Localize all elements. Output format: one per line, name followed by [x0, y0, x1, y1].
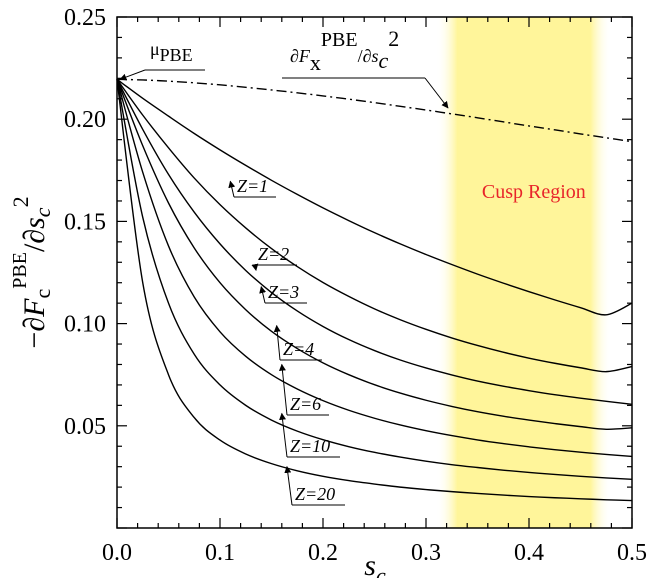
x-tick-label: 0.5: [617, 540, 647, 566]
y-title-s-sub: c: [30, 207, 55, 217]
fx-pbe-arrow: [424, 77, 449, 109]
x-tick-label: 0.0: [102, 540, 132, 566]
x-tick-label: 0.1: [205, 540, 235, 566]
z-label: Z=1: [237, 176, 268, 196]
z-label: Z=6: [290, 394, 321, 414]
y-title-slash-partial: /∂: [18, 229, 51, 252]
z-label: Z=20: [295, 484, 335, 504]
series-line-z-4: [116, 79, 633, 430]
mu-pbe-label: μPBE: [150, 39, 193, 65]
z-label: Z=2: [258, 244, 289, 264]
y-title-s: s: [18, 217, 51, 229]
series-line-z-1: [116, 78, 633, 316]
cusp-region-band: [436, 17, 612, 528]
y-title-F: F: [18, 298, 51, 318]
z-label-arrow: [279, 412, 288, 458]
z-label-arrow: [284, 465, 293, 506]
mu-pbe-arrow: [119, 69, 146, 81]
z-label-arrow: [251, 263, 259, 272]
cusp-region-label: Cusp Region: [482, 181, 586, 203]
mu-pbe-mu: μ: [150, 39, 160, 59]
series-line-fx-pbe: [116, 78, 633, 143]
series-line-z-10: [116, 79, 633, 481]
y-axis-ticks: 0.05 0.10 0.15 0.20 0.25: [64, 5, 632, 529]
y-tick-label: 0.20: [64, 107, 106, 133]
x-axis-title-sub: c: [376, 563, 386, 578]
data-series-group: [116, 78, 633, 502]
y-tick-label: 0.10: [64, 312, 106, 338]
x-axis-ticks: 0.0 0.1 0.2 0.3 0.4 0.5: [102, 17, 647, 566]
z-label-arrow: [278, 363, 288, 416]
series-line-z-3: [116, 79, 633, 406]
series-line-z-6: [116, 79, 633, 458]
mu-pbe-sub: PBE: [160, 45, 193, 65]
y-tick-label: 0.05: [64, 414, 106, 440]
x-tick-label: 0.2: [308, 540, 338, 566]
plot-frame: [116, 16, 633, 529]
x-axis-title: sc: [364, 549, 386, 578]
z-label-arrow: [259, 286, 267, 304]
fx-pbe-label: ∂FxPBE/∂sc2: [290, 26, 399, 75]
x-axis-title-s: s: [364, 549, 376, 578]
y-title-sup: PBE: [9, 252, 31, 289]
z-label-arrow: [228, 180, 236, 198]
y-title-sub: c: [30, 289, 55, 299]
y-title-s-sup: 2: [8, 196, 33, 207]
y-tick-label: 0.15: [64, 209, 106, 235]
y-axis-title: −∂FcPBE/∂sc2: [8, 196, 55, 348]
z-label: Z=10: [290, 436, 330, 456]
series-line-z-20: [116, 79, 633, 502]
y-tick-label: 0.25: [64, 5, 106, 31]
annotations-group: μPBE ∂FxPBE/∂sc2 Z=1 Z=2 Z=3 Z=4 Z=6 Z=10 Z=20: [119, 26, 449, 506]
z-label: Z=4: [283, 339, 314, 359]
z-label-arrow: [273, 324, 281, 361]
y-title-minus-partial: −∂: [18, 317, 51, 349]
x-tick-label: 0.3: [411, 540, 441, 566]
series-line-z-2: [116, 78, 633, 373]
x-tick-label: 0.4: [514, 540, 544, 566]
z-label: Z=3: [268, 282, 299, 302]
